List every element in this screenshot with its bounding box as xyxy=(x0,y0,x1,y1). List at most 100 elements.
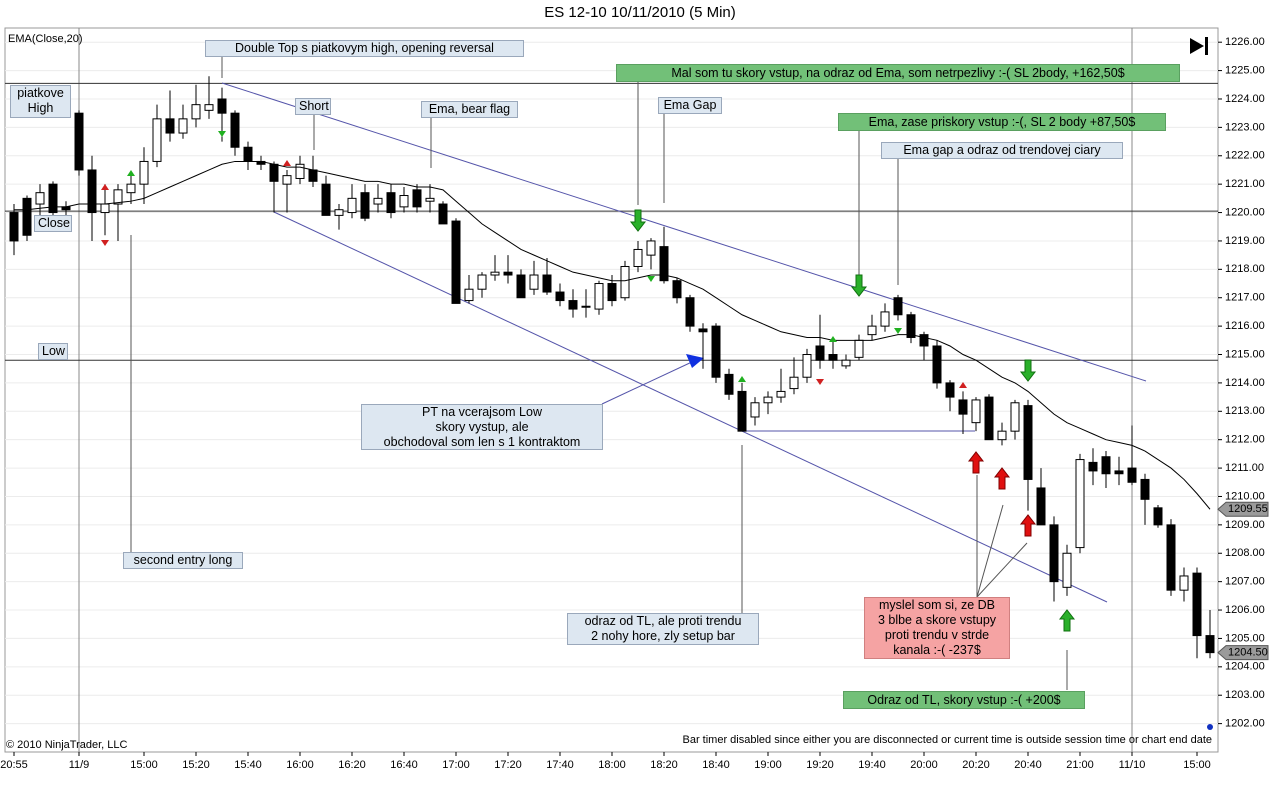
y-tick-label: 1210.00 xyxy=(1225,490,1265,502)
candle-body xyxy=(646,240,656,256)
x-tick-label: 16:00 xyxy=(286,759,314,771)
y-tick-label: 1221.00 xyxy=(1225,178,1265,190)
candle-body xyxy=(282,175,292,185)
y-tick-label: 1226.00 xyxy=(1225,36,1265,48)
candle-body xyxy=(1049,524,1059,583)
candle-body xyxy=(490,271,500,276)
candle-body xyxy=(22,197,32,236)
candle-body xyxy=(1023,405,1033,480)
candle-body xyxy=(724,373,734,395)
candle-body xyxy=(1205,635,1215,654)
y-tick-label: 1203.00 xyxy=(1225,689,1265,701)
sell-arrow xyxy=(850,274,868,297)
candle-body xyxy=(1036,487,1046,526)
annotation: second entry long xyxy=(123,552,243,569)
signal-triangle xyxy=(101,184,109,190)
signal-triangle xyxy=(647,276,655,282)
x-tick-label: 15:00 xyxy=(130,759,158,771)
candle-body xyxy=(1127,467,1137,483)
signal-triangle xyxy=(101,240,109,246)
annotation: Mal som tu skory vstup, na odraz od Ema,… xyxy=(616,64,1180,82)
price-marker-label: 1209.55 xyxy=(1228,503,1268,515)
play-icon-bar[interactable] xyxy=(1205,37,1208,55)
y-tick-label: 1209.00 xyxy=(1225,519,1265,531)
ema-line xyxy=(14,160,1211,510)
candle-body xyxy=(516,274,526,299)
candle-body xyxy=(880,311,890,327)
candle-body xyxy=(295,163,305,179)
signal-triangle xyxy=(738,376,746,382)
candle-body xyxy=(9,212,19,242)
candle-body xyxy=(191,104,201,120)
connectors xyxy=(130,57,1068,690)
candle-body xyxy=(412,189,422,208)
candle-body xyxy=(139,160,149,185)
candle-body xyxy=(581,305,591,308)
annotation: Close xyxy=(34,215,72,232)
toolbar-icon[interactable] xyxy=(1190,37,1208,55)
y-tick-label: 1218.00 xyxy=(1225,263,1265,275)
y-tick-label: 1202.00 xyxy=(1225,718,1265,730)
candle-body xyxy=(1140,478,1150,500)
candle-body xyxy=(334,209,344,216)
candle-body xyxy=(48,183,58,214)
trend-line xyxy=(273,211,1108,603)
x-tick-label: 19:40 xyxy=(858,759,886,771)
x-tick-label: 16:40 xyxy=(390,759,418,771)
annotation: Short xyxy=(295,98,331,115)
candle-body xyxy=(113,189,123,205)
signal-triangle xyxy=(127,170,135,176)
candle-body xyxy=(347,197,357,214)
x-tick-label: 19:00 xyxy=(754,759,782,771)
x-tick-label: 11/9 xyxy=(69,759,90,771)
y-tick-label: 1207.00 xyxy=(1225,576,1265,588)
candle-body xyxy=(867,325,877,336)
drawings xyxy=(221,82,1147,603)
trade-arrows xyxy=(101,131,1076,632)
x-tick-label: 20:40 xyxy=(1014,759,1042,771)
candle-body xyxy=(1062,552,1072,588)
signal-triangle xyxy=(894,328,902,334)
candle-body xyxy=(464,288,474,302)
signal-triangle xyxy=(829,336,837,342)
candle-body xyxy=(971,399,981,424)
candles xyxy=(9,76,1215,659)
y-tick-label: 1223.00 xyxy=(1225,121,1265,133)
candle-body xyxy=(1088,461,1098,472)
signal-triangle xyxy=(959,382,967,388)
candle-body xyxy=(958,399,968,415)
candle-body xyxy=(750,402,760,418)
candle-body xyxy=(711,325,721,378)
candle-body xyxy=(685,297,695,327)
y-tick-label: 1224.00 xyxy=(1225,93,1265,105)
candle-body xyxy=(399,195,409,208)
annotation: Ema Gap xyxy=(658,97,722,114)
y-tick-label: 1216.00 xyxy=(1225,320,1265,332)
candle-body xyxy=(386,192,396,214)
y-tick-label: 1222.00 xyxy=(1225,150,1265,162)
price-marker xyxy=(1217,501,1269,517)
candle-body xyxy=(126,183,136,194)
candle-body xyxy=(698,328,708,333)
x-tick-label: 18:00 xyxy=(598,759,626,771)
annotation: Ema, bear flag xyxy=(421,101,518,118)
candle-body xyxy=(1075,459,1085,549)
candle-body xyxy=(633,248,643,267)
y-tick-label: 1212.00 xyxy=(1225,434,1265,446)
candle-body xyxy=(555,291,565,302)
signal-triangle xyxy=(283,160,291,166)
y-tick-label: 1215.00 xyxy=(1225,348,1265,360)
x-tick-label: 19:20 xyxy=(806,759,834,771)
candle-body xyxy=(607,283,617,302)
annotation: Double Top s piatkovym high, opening rev… xyxy=(205,40,524,57)
candle-body xyxy=(1153,507,1163,526)
y-tick-label: 1217.00 xyxy=(1225,292,1265,304)
play-icon[interactable] xyxy=(1190,38,1204,54)
candle-body xyxy=(789,376,799,390)
candle-body xyxy=(35,192,45,205)
candle-body xyxy=(815,345,825,361)
annotation: odraz od TL, ale proti trendu 2 nohy hor… xyxy=(567,613,759,645)
chart-title: ES 12-10 10/11/2010 (5 Min) xyxy=(544,4,736,21)
candle-body xyxy=(74,112,84,171)
